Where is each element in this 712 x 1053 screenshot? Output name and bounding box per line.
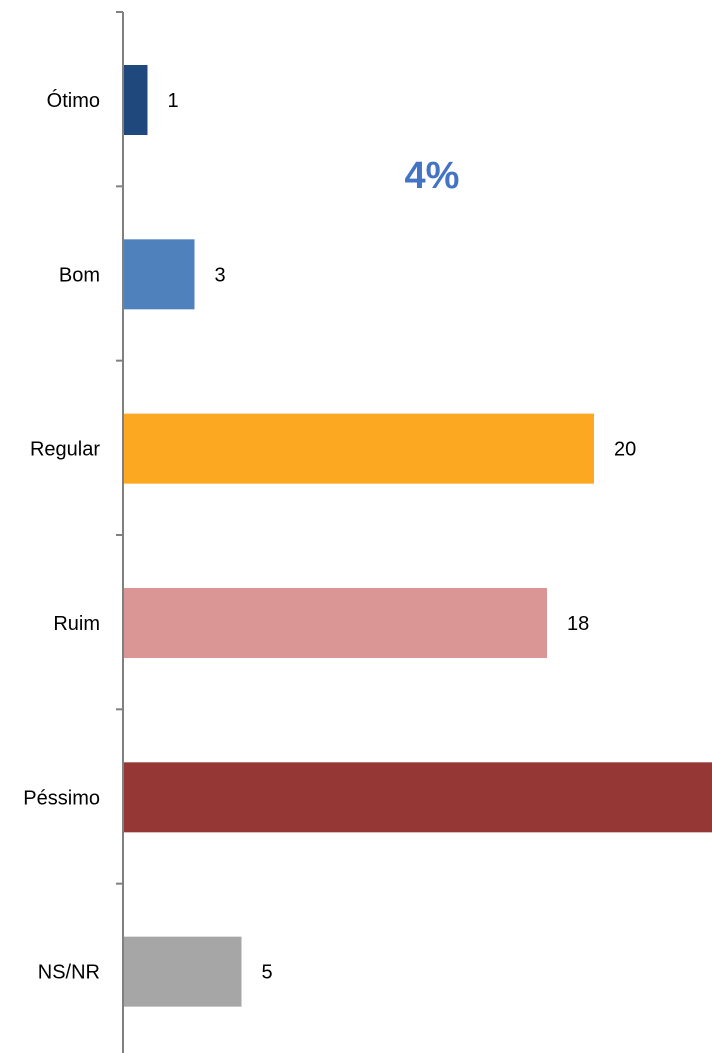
bar-0 <box>124 65 148 135</box>
bar-4 <box>124 762 712 833</box>
bar-1 <box>124 239 195 310</box>
bar-5 <box>124 936 242 1007</box>
category-label: NS/NR <box>38 962 100 984</box>
category-label: Ruim <box>53 613 100 635</box>
data-label: 20 <box>614 439 636 461</box>
data-label: 5 <box>262 962 273 984</box>
data-label: 1 <box>168 90 179 112</box>
bar-3 <box>124 587 547 658</box>
data-label: 3 <box>215 264 226 286</box>
category-label: Bom <box>59 264 100 286</box>
percentage-annotation: 4% <box>405 155 460 197</box>
category-label: Péssimo <box>23 787 100 809</box>
data-label: 18 <box>567 613 589 635</box>
category-label: Regular <box>30 439 100 461</box>
bar-2 <box>124 413 594 484</box>
category-label: Ótimo <box>47 89 100 112</box>
